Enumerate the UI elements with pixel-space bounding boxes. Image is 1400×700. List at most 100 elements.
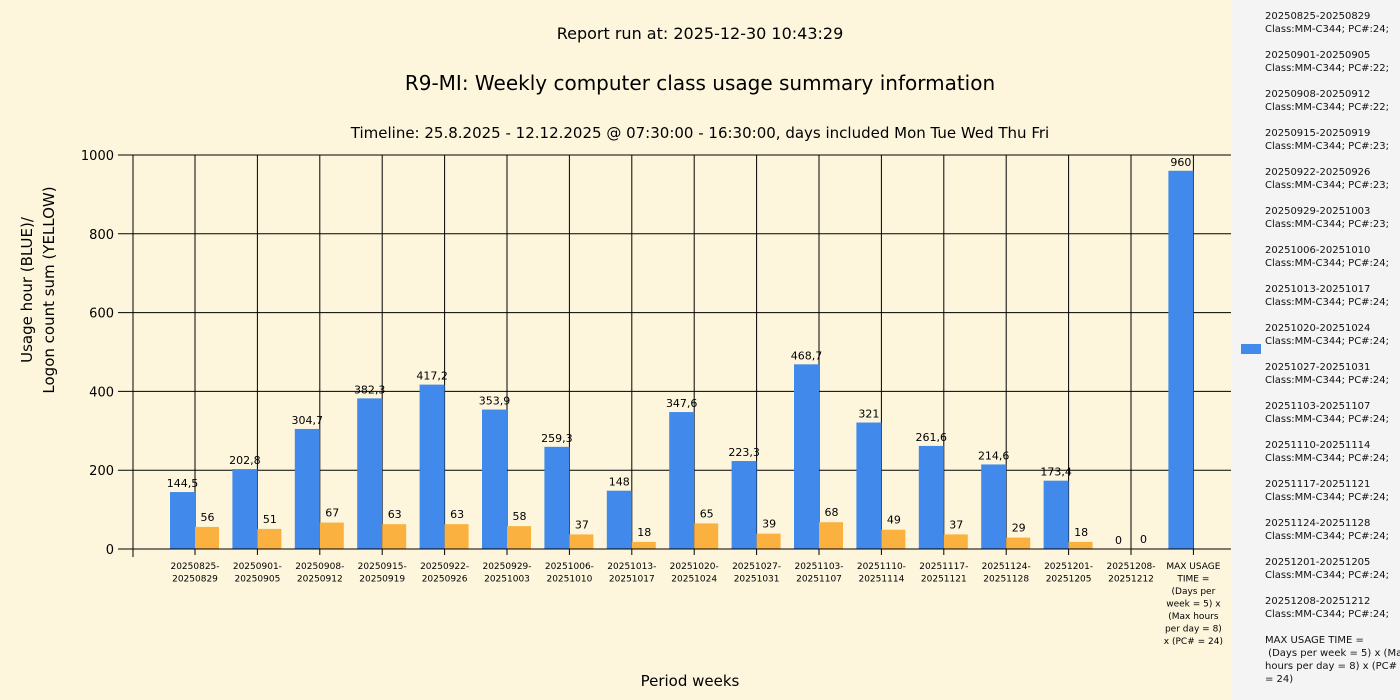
bar-usage-hour	[170, 492, 195, 549]
x-tick-label: 20251212	[1108, 575, 1154, 585]
data-label-logon: 56	[201, 511, 215, 524]
legend-entry-text: 20251020-20251024	[1265, 323, 1371, 334]
legend-entry-text: Class:MM-C344; PC#:24;	[1265, 258, 1390, 269]
legend-entry-text: 20251013-20251017	[1265, 284, 1371, 295]
data-label-logon: 29	[1012, 522, 1026, 535]
legend-entry: 20251117-20251121 Class:MM-C344; PC#:24;	[1265, 478, 1397, 504]
x-tick-label: 20250905	[234, 575, 280, 585]
y-tick-label: 800	[89, 228, 114, 243]
y-tick-label: 1000	[81, 149, 114, 164]
legend-entry-text: Class:MM-C344; PC#:24;	[1265, 297, 1390, 308]
x-tick-label: (Max hours	[1168, 612, 1219, 622]
bar-logon-count	[1006, 537, 1031, 549]
x-tick-label: 20251201-	[1044, 562, 1093, 572]
legend-entry-text: 20250929-20251003	[1265, 206, 1371, 217]
data-label-logon: 49	[887, 514, 901, 527]
legend-entry: 20250915-20250919 Class:MM-C344; PC#:23;	[1265, 127, 1397, 153]
data-label-usage: 144,5	[167, 477, 199, 490]
legend-entry: 20251103-20251107 Class:MM-C344; PC#:24;	[1265, 400, 1397, 426]
x-tick-label: 20251003	[484, 575, 530, 585]
legend: 20250825-20250829 Class:MM-C344; PC#:24; 2…	[1232, 0, 1400, 700]
x-tick-label: 20250901-	[233, 562, 282, 572]
x-tick-label: 20250919	[359, 575, 405, 585]
legend-entry: 20250825-20250829 Class:MM-C344; PC#:24;	[1265, 10, 1397, 36]
x-tick-label: 20251208-	[1106, 562, 1155, 572]
legend-entry-text: 20250915-20250919	[1265, 128, 1371, 139]
legend-entry-text: Class:MM-C344; PC#:22;	[1265, 102, 1390, 113]
legend-entry-text: Class:MM-C344; PC#:23;	[1265, 180, 1390, 191]
data-label-usage: 347,6	[666, 397, 698, 410]
x-tick-label: 20251017	[609, 575, 655, 585]
y-axis-title: Usage hour (BLUE)/	[18, 216, 36, 363]
legend-entry-text: Class:MM-C344; PC#:24;	[1265, 414, 1390, 425]
data-label-logon: 63	[450, 508, 464, 521]
x-tick-label: 20250825-	[170, 562, 219, 572]
x-tick-label: TIME =	[1176, 575, 1209, 585]
chart-title: R9-MI: Weekly computer class usage summa…	[405, 71, 995, 95]
x-tick-label: week = 5) x	[1166, 600, 1221, 610]
x-tick-label: 20251006-	[545, 562, 594, 572]
x-tick-label: 20250929-	[482, 562, 531, 572]
legend-entry-text: (Days per week = 5) x (Max	[1265, 648, 1400, 659]
y-tick-label: 0	[106, 543, 114, 558]
bar-usage-hour	[1168, 170, 1194, 549]
legend-entry: 20250901-20250905 Class:MM-C344; PC#:22;	[1265, 49, 1397, 75]
data-label-usage: 960	[1170, 156, 1191, 169]
x-tick-label: 20251020-	[670, 562, 719, 572]
data-label-logon: 67	[325, 507, 339, 520]
legend-entry-text: Class:MM-C344; PC#:24;	[1265, 492, 1390, 503]
bar-usage-hour	[357, 398, 383, 549]
legend-entry-text: 20251110-20251114	[1265, 440, 1371, 451]
x-tick-label: MAX USAGE	[1166, 562, 1220, 572]
bar-usage-hour	[731, 461, 757, 549]
legend-entry-text: 20251208-20251212	[1265, 596, 1371, 607]
legend-entry-text: 20251117-20251121	[1265, 479, 1371, 490]
legend-entry-text: Class:MM-C344; PC#:24;	[1265, 570, 1390, 581]
x-tick-label: 20250926	[422, 575, 468, 585]
x-tick-label: (Days per	[1172, 587, 1216, 597]
legend-entry-text: 20250901-20250905	[1265, 50, 1371, 61]
data-label-usage: 223,3	[728, 446, 760, 459]
legend-entry: 20250929-20251003 Class:MM-C344; PC#:23;	[1265, 205, 1397, 231]
bar-logon-count	[756, 533, 781, 549]
data-label-usage: 259,3	[541, 432, 573, 445]
legend-entry-text: Class:MM-C344; PC#:24;	[1265, 531, 1390, 542]
legend-entry: 20251110-20251114 Class:MM-C344; PC#:24;	[1265, 439, 1397, 465]
legend-entry: 20251006-20251010 Class:MM-C344; PC#:24;	[1265, 244, 1397, 270]
legend-entry-text: Class:MM-C344; PC#:24;	[1265, 609, 1390, 620]
data-label-usage: 173,4	[1040, 466, 1072, 479]
x-tick-label: 20251107	[796, 575, 842, 585]
x-tick-label: 20251031	[734, 575, 780, 585]
data-label-usage: 468,7	[791, 349, 823, 362]
legend-entry: 20250922-20250926 Class:MM-C344; PC#:23;	[1265, 166, 1397, 192]
bar-usage-hour	[918, 445, 944, 549]
legend-entry-text: 20251103-20251107	[1265, 401, 1371, 412]
bar-logon-count	[444, 524, 469, 549]
bar-logon-count	[257, 528, 282, 549]
legend-entry: 20251208-20251212 Class:MM-C344; PC#:24;	[1265, 595, 1397, 621]
bar-logon-count	[319, 522, 344, 549]
bar-usage-hour	[294, 428, 320, 549]
legend-entry-text: 20251006-20251010	[1265, 245, 1371, 256]
legend-entry-text: 20250908-20250912	[1265, 89, 1371, 100]
legend-entry-text: 20250825-20250829	[1265, 11, 1371, 22]
data-label-usage: 0	[1115, 534, 1122, 547]
bar-logon-count	[507, 526, 531, 549]
legend-entry: MAX USAGE TIME = (Days per week = 5) x (…	[1265, 634, 1400, 686]
y-tick-label: 400	[89, 385, 114, 400]
bar-usage-hour	[981, 464, 1007, 549]
x-tick-label: 20251013-	[607, 562, 656, 572]
legend-entry-text: Class:MM-C344; PC#:23;	[1265, 141, 1390, 152]
x-tick-label: 20251117-	[919, 562, 968, 572]
data-label-usage: 417,2	[416, 370, 448, 383]
legend-entry-text: Class:MM-C344; PC#:23;	[1265, 219, 1390, 230]
legend-entry-text: 20251027-20251031	[1265, 362, 1371, 373]
x-tick-label: 20250912	[297, 575, 343, 585]
y-tick-label: 200	[89, 464, 114, 479]
y-axis-title: Logon count sum (YELLOW)	[40, 186, 58, 393]
bar-logon-count	[1068, 541, 1093, 549]
bar-usage-hour	[794, 364, 819, 549]
legend-entry-text: hours per day = 8) x (PC#	[1265, 661, 1398, 672]
data-label-usage: 321	[858, 408, 879, 421]
data-label-usage: 202,8	[229, 454, 261, 467]
